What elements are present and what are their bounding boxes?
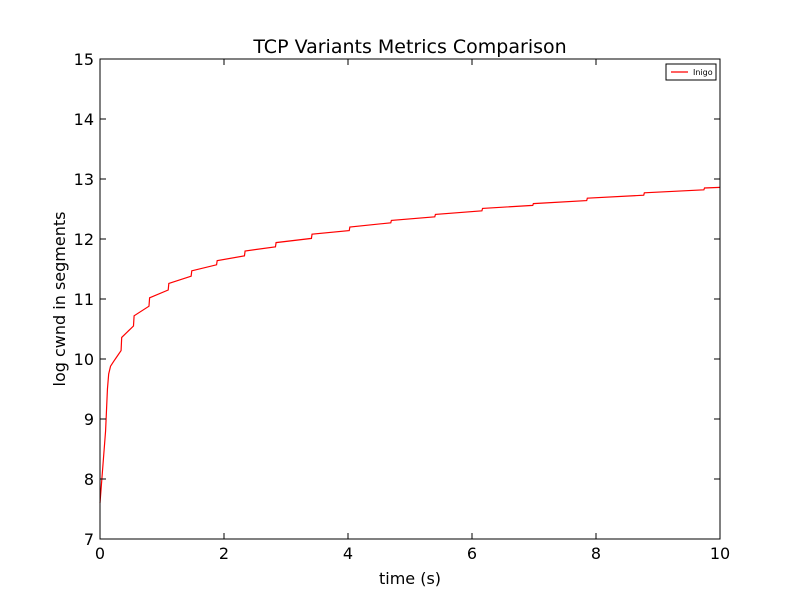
x-tick-label: 10 <box>710 544 730 563</box>
y-tick-label: 15 <box>74 50 94 69</box>
y-tick-label: 12 <box>74 230 94 249</box>
y-axis-label: log cwnd in segments <box>50 212 69 387</box>
x-tick-label: 8 <box>591 544 601 563</box>
x-tick-label: 0 <box>95 544 105 563</box>
legend-box <box>665 63 717 81</box>
y-tick-label: 8 <box>84 470 94 489</box>
legend: Inigo <box>665 63 717 81</box>
y-tick-label: 10 <box>74 350 94 369</box>
chart-title: TCP Variants Metrics Comparison <box>252 36 566 58</box>
x-axis-label: time (s) <box>379 569 441 588</box>
x-tick-label: 4 <box>343 544 353 563</box>
y-tick-label: 9 <box>84 410 94 429</box>
x-axis: 0 2 4 6 8 10 <box>95 59 730 563</box>
x-tick-label: 6 <box>467 544 477 563</box>
y-axis: 7 8 9 10 11 12 13 14 15 <box>74 50 720 549</box>
y-tick-label: 11 <box>74 290 94 309</box>
y-tick-label: 7 <box>84 530 94 549</box>
y-tick-label: 13 <box>74 170 94 189</box>
series-line-inigo <box>99 186 721 504</box>
x-tick-label: 2 <box>219 544 229 563</box>
y-tick-label: 14 <box>74 110 94 129</box>
data-layer <box>99 186 721 504</box>
legend-label-inigo: Inigo <box>693 68 713 77</box>
